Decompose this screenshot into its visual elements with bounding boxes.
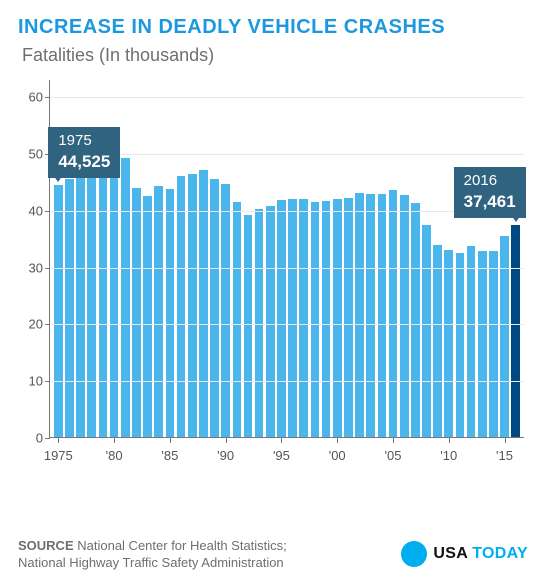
callout-value: 44,525 xyxy=(58,151,110,172)
x-tick-label: '00 xyxy=(329,448,346,463)
bar xyxy=(143,196,152,437)
bar xyxy=(188,174,197,437)
x-tick-mark xyxy=(170,438,171,443)
bar xyxy=(277,200,286,437)
bar xyxy=(311,202,320,437)
bar xyxy=(378,194,387,437)
callout-1975-tail xyxy=(51,172,65,182)
y-tick-label: 30 xyxy=(13,260,43,275)
bar xyxy=(121,158,130,437)
y-tick-label: 10 xyxy=(13,374,43,389)
bar xyxy=(299,199,308,437)
chart-title: INCREASE IN DEADLY VEHICLE CRASHES xyxy=(8,16,532,45)
x-tick-mark xyxy=(58,438,59,443)
grid-line xyxy=(50,324,524,325)
bar xyxy=(456,253,465,437)
bar xyxy=(154,186,163,437)
bar xyxy=(322,201,331,437)
bar xyxy=(221,184,230,437)
callout-year: 2016 xyxy=(464,172,516,191)
x-tick-label: '05 xyxy=(384,448,401,463)
bar xyxy=(87,152,96,437)
x-tick-mark xyxy=(226,438,227,443)
callout-value: 37,461 xyxy=(464,191,516,212)
x-tick-label: '95 xyxy=(273,448,290,463)
bar xyxy=(489,251,498,437)
x-tick-label: '15 xyxy=(496,448,513,463)
bar xyxy=(433,245,442,437)
plot-area xyxy=(50,80,524,438)
y-tick-label: 60 xyxy=(13,90,43,105)
x-tick-label: '90 xyxy=(217,448,234,463)
bar xyxy=(333,199,342,437)
y-tick-label: 40 xyxy=(13,203,43,218)
bar xyxy=(255,209,264,437)
y-tick-label: 20 xyxy=(13,317,43,332)
y-axis: 0102030405060 xyxy=(8,80,50,438)
bar xyxy=(288,199,297,437)
callout-1975: 1975 44,525 xyxy=(48,127,120,178)
bar xyxy=(244,215,253,437)
grid-line xyxy=(50,381,524,382)
source-label: SOURCE xyxy=(18,538,74,553)
grid-line xyxy=(50,154,524,155)
bar xyxy=(400,195,409,437)
bar xyxy=(511,225,520,437)
callout-2016-tail xyxy=(509,212,523,222)
brand-text: USA TODAY xyxy=(433,545,528,563)
grid-line xyxy=(50,97,524,98)
chart-area: 0 10 20 30 40 50 60 1975 '80 '85 '90 '95 '00 '05 '10 '… xyxy=(8,70,532,470)
bar xyxy=(355,193,364,437)
bar xyxy=(500,236,509,437)
x-tick-mark xyxy=(393,438,394,443)
bar xyxy=(210,179,219,437)
y-tick-label: 50 xyxy=(13,146,43,161)
chart-subtitle: Fatalities (In thousands) xyxy=(8,45,532,70)
x-tick-label: '10 xyxy=(440,448,457,463)
bar xyxy=(166,189,175,437)
x-axis: 1975'80'85'90'95'00'05'10'15 xyxy=(50,438,524,470)
source-line: SOURCE National Center for Health Statis… xyxy=(18,537,318,572)
bar xyxy=(411,203,420,437)
bar xyxy=(76,166,85,437)
x-tick-mark xyxy=(505,438,506,443)
x-tick-mark xyxy=(449,438,450,443)
bar xyxy=(132,188,141,437)
bar xyxy=(344,198,353,437)
bar xyxy=(266,206,275,437)
brand-today: TODAY xyxy=(472,545,528,562)
callout-2016: 2016 37,461 xyxy=(454,167,526,218)
bar xyxy=(366,194,375,437)
bar xyxy=(478,251,487,437)
x-tick-label: '80 xyxy=(106,448,123,463)
brand-dot-icon xyxy=(401,541,427,567)
brand-logo: USA TODAY xyxy=(401,541,528,567)
grid-line xyxy=(50,268,524,269)
x-tick-mark xyxy=(281,438,282,443)
bar xyxy=(233,202,242,437)
bar xyxy=(389,190,398,437)
bar xyxy=(467,246,476,437)
x-tick-label: 1975 xyxy=(44,448,73,463)
bar xyxy=(177,176,186,437)
footer: SOURCE National Center for Health Statis… xyxy=(18,537,528,572)
bar xyxy=(65,179,74,437)
x-tick-label: '85 xyxy=(161,448,178,463)
bars-container xyxy=(50,80,524,437)
callout-year: 1975 xyxy=(58,132,110,151)
x-tick-mark xyxy=(337,438,338,443)
bar xyxy=(422,225,431,437)
bar xyxy=(99,147,108,437)
y-tick-label: 0 xyxy=(13,431,43,446)
infographic-card: INCREASE IN DEADLY VEHICLE CRASHES Fatal… xyxy=(0,0,540,586)
bar xyxy=(54,185,63,437)
brand-usa: USA xyxy=(433,545,467,562)
x-tick-mark xyxy=(114,438,115,443)
bar xyxy=(110,147,119,437)
bar xyxy=(444,250,453,437)
